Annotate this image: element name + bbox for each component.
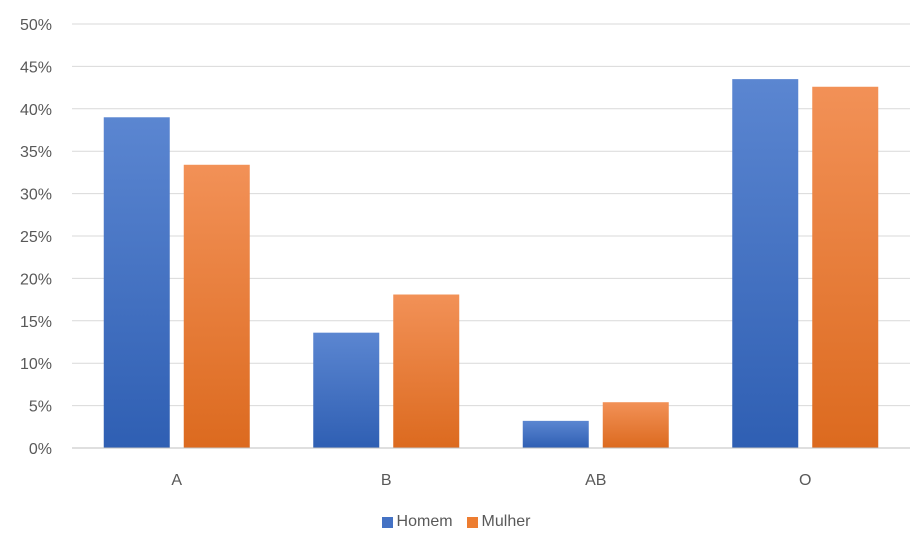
legend-swatch-mulher xyxy=(466,516,478,528)
y-tick-label: 10% xyxy=(20,356,52,373)
bar-mulher-ab xyxy=(602,402,669,448)
y-tick-label: 15% xyxy=(20,314,52,331)
legend-item-mulher: Mulher xyxy=(466,513,531,531)
bar-homem-o xyxy=(732,79,799,449)
x-tick-label: B xyxy=(381,472,392,489)
bar-homem-ab xyxy=(522,420,589,448)
y-tick-label: 45% xyxy=(20,59,52,76)
y-tick-label: 50% xyxy=(20,17,52,34)
bar-mulher-a xyxy=(183,164,250,448)
bar-homem-a xyxy=(103,117,170,448)
legend-item-homem: Homem xyxy=(381,513,453,531)
y-tick-label: 30% xyxy=(20,187,52,204)
x-tick-label: O xyxy=(799,472,811,489)
x-tick-label: AB xyxy=(585,472,606,489)
y-tick-label: 0% xyxy=(29,441,52,458)
y-tick-label: 35% xyxy=(20,144,52,161)
legend-swatch-homem xyxy=(381,516,393,528)
legend: Homem Mulher xyxy=(0,513,912,531)
y-tick-label: 25% xyxy=(20,229,52,246)
bars xyxy=(103,79,879,449)
bar-mulher-b xyxy=(393,294,460,448)
axis-labels: 0%5%10%15%20%25%30%35%40%45%50%A B AB O xyxy=(20,17,910,489)
y-tick-label: 40% xyxy=(20,102,52,119)
bar-mulher-o xyxy=(812,86,879,448)
y-tick-label: 20% xyxy=(20,271,52,288)
y-tick-label: 5% xyxy=(29,399,52,416)
legend-label-mulher: Mulher xyxy=(481,513,531,530)
bar-homem-b xyxy=(313,332,380,448)
legend-label-homem: Homem xyxy=(396,513,453,530)
x-tick-label: A xyxy=(171,472,182,489)
